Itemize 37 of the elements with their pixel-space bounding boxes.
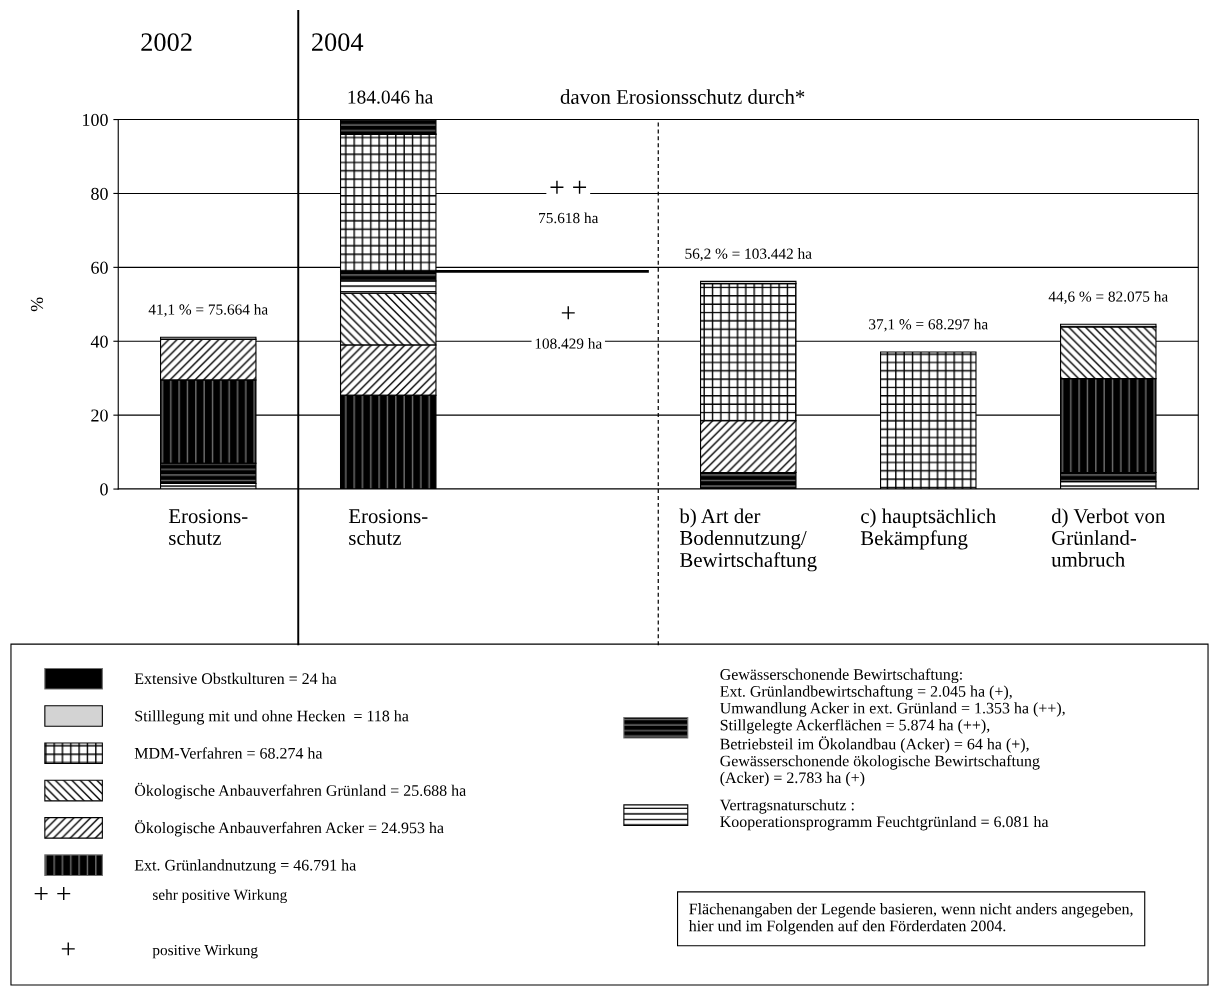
y-tick-label: 100: [83, 113, 108, 126]
text: davon Erosionsschutz durch*: [560, 89, 805, 105]
annotation: +: [561, 306, 575, 320]
y-tick-label: 40: [90, 335, 108, 348]
text: 2004: [312, 33, 364, 52]
legend-label: MDM-Verfahren = 68.274 ha: [134, 747, 323, 759]
text: 184.046 ha: [348, 89, 434, 104]
x-tick-label: d) Verbot von Grünland- umbruch: [1051, 508, 1166, 567]
legend-label: Vertragsnaturschutz : Kooperationsprogramm Feuchtgrünland = 6.081 ha: [719, 799, 1049, 831]
legend-label: Ext. Grünlandnutzung = 46.791 ha: [134, 859, 357, 874]
total-label: 41,1 % = 75.664 ha: [148, 303, 268, 317]
annotation: 75.618 ha: [539, 212, 599, 224]
text: + +: [34, 887, 71, 901]
y-tick-label: 0: [100, 483, 108, 496]
x-tick-label: Erosions- schutz: [348, 509, 428, 545]
y-tick-label: 20: [91, 409, 108, 422]
text: 2002: [141, 33, 192, 52]
total-label: 37,1 % = 68.297 ha: [869, 318, 988, 332]
annotation: + +: [550, 180, 587, 194]
x-tick-label: c) hauptsächlich Bekämpfung: [860, 508, 996, 550]
legend-label: Gewässerschonende Bewirtschaftung: Ext. Grünlandbewirtschaftung = 2.045 ha (+), Umwandlung Acker in ext. Grünland = 1.353 ha (++), Stillgelegte Ackerflächen = 5.874 ha (++), Betriebsteil im Ökolandbau (Acker) = 64 ha (+), Gewässerschonende ökologische Bewirtschaftung (Acker) = 2.783 ha (+): [720, 668, 1065, 787]
text: +: [61, 942, 75, 956]
legend-label: Ökologische Anbauverfahren Grünland = 25.688 ha: [134, 782, 466, 800]
total-label: 44,6 % = 82.075 ha: [1048, 290, 1168, 304]
text: sehr positive Wirkung: [153, 889, 287, 904]
legend-label: Ökologische Anbauverfahren Acker = 24.953 ha: [134, 820, 444, 837]
y-tick-label: 60: [91, 261, 108, 274]
x-tick-label: Erosions- schutz: [168, 509, 248, 545]
text: positive Wirkung: [152, 944, 258, 959]
text: Flächenangaben der Legende basieren, wenn nicht anders angegeben, hier und im Folgenden auf den Förderdaten 2004.: [688, 903, 1133, 935]
y-axis-title: %: [30, 297, 44, 312]
x-tick-label: b) Art der Bodennutzung/ Bewirtschaftung: [679, 508, 817, 572]
total-label: 56,2 % = 103.442 ha: [685, 248, 812, 262]
legend-label: Stilllegung mit und ohne Hecken = 118 ha: [135, 710, 409, 725]
annotation: 108.429 ha: [535, 338, 602, 349]
y-tick-label: 80: [91, 187, 108, 200]
legend-label: Extensive Obstkulturen = 24 ha: [134, 672, 337, 685]
